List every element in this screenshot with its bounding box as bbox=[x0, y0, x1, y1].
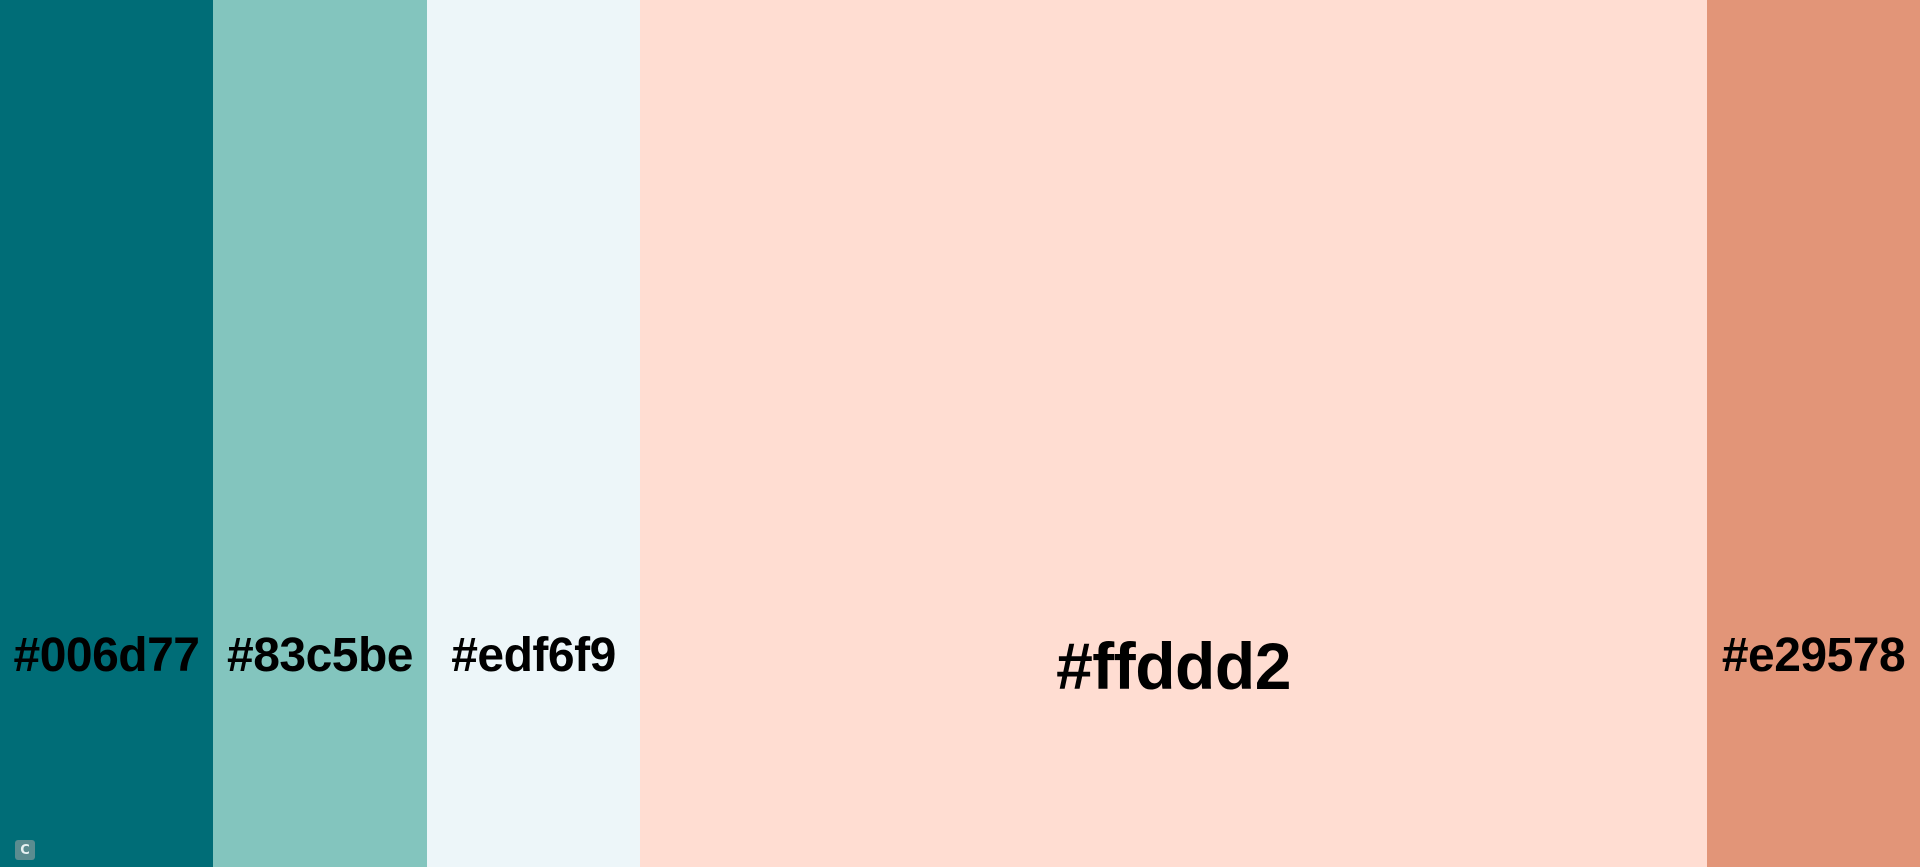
corner-badge-icon[interactable]: C bbox=[15, 840, 35, 860]
swatch-hex-label: #006d77 bbox=[13, 629, 201, 682]
color-swatch-5[interactable]: #e29578 bbox=[1707, 0, 1920, 867]
swatch-hex-label: #e29578 bbox=[1721, 629, 1906, 682]
swatch-hex-label: #83c5be bbox=[227, 629, 414, 682]
color-swatch-3[interactable]: #edf6f9 bbox=[427, 0, 640, 867]
badge-glyph: C bbox=[20, 842, 30, 858]
swatch-hex-label: #edf6f9 bbox=[451, 629, 616, 682]
color-swatch-4[interactable]: #ffddd2 bbox=[640, 0, 1707, 867]
color-swatch-1[interactable]: #006d77 bbox=[0, 0, 213, 867]
swatch-hex-label: #ffddd2 bbox=[1056, 629, 1291, 703]
color-swatch-2[interactable]: #83c5be bbox=[213, 0, 427, 867]
